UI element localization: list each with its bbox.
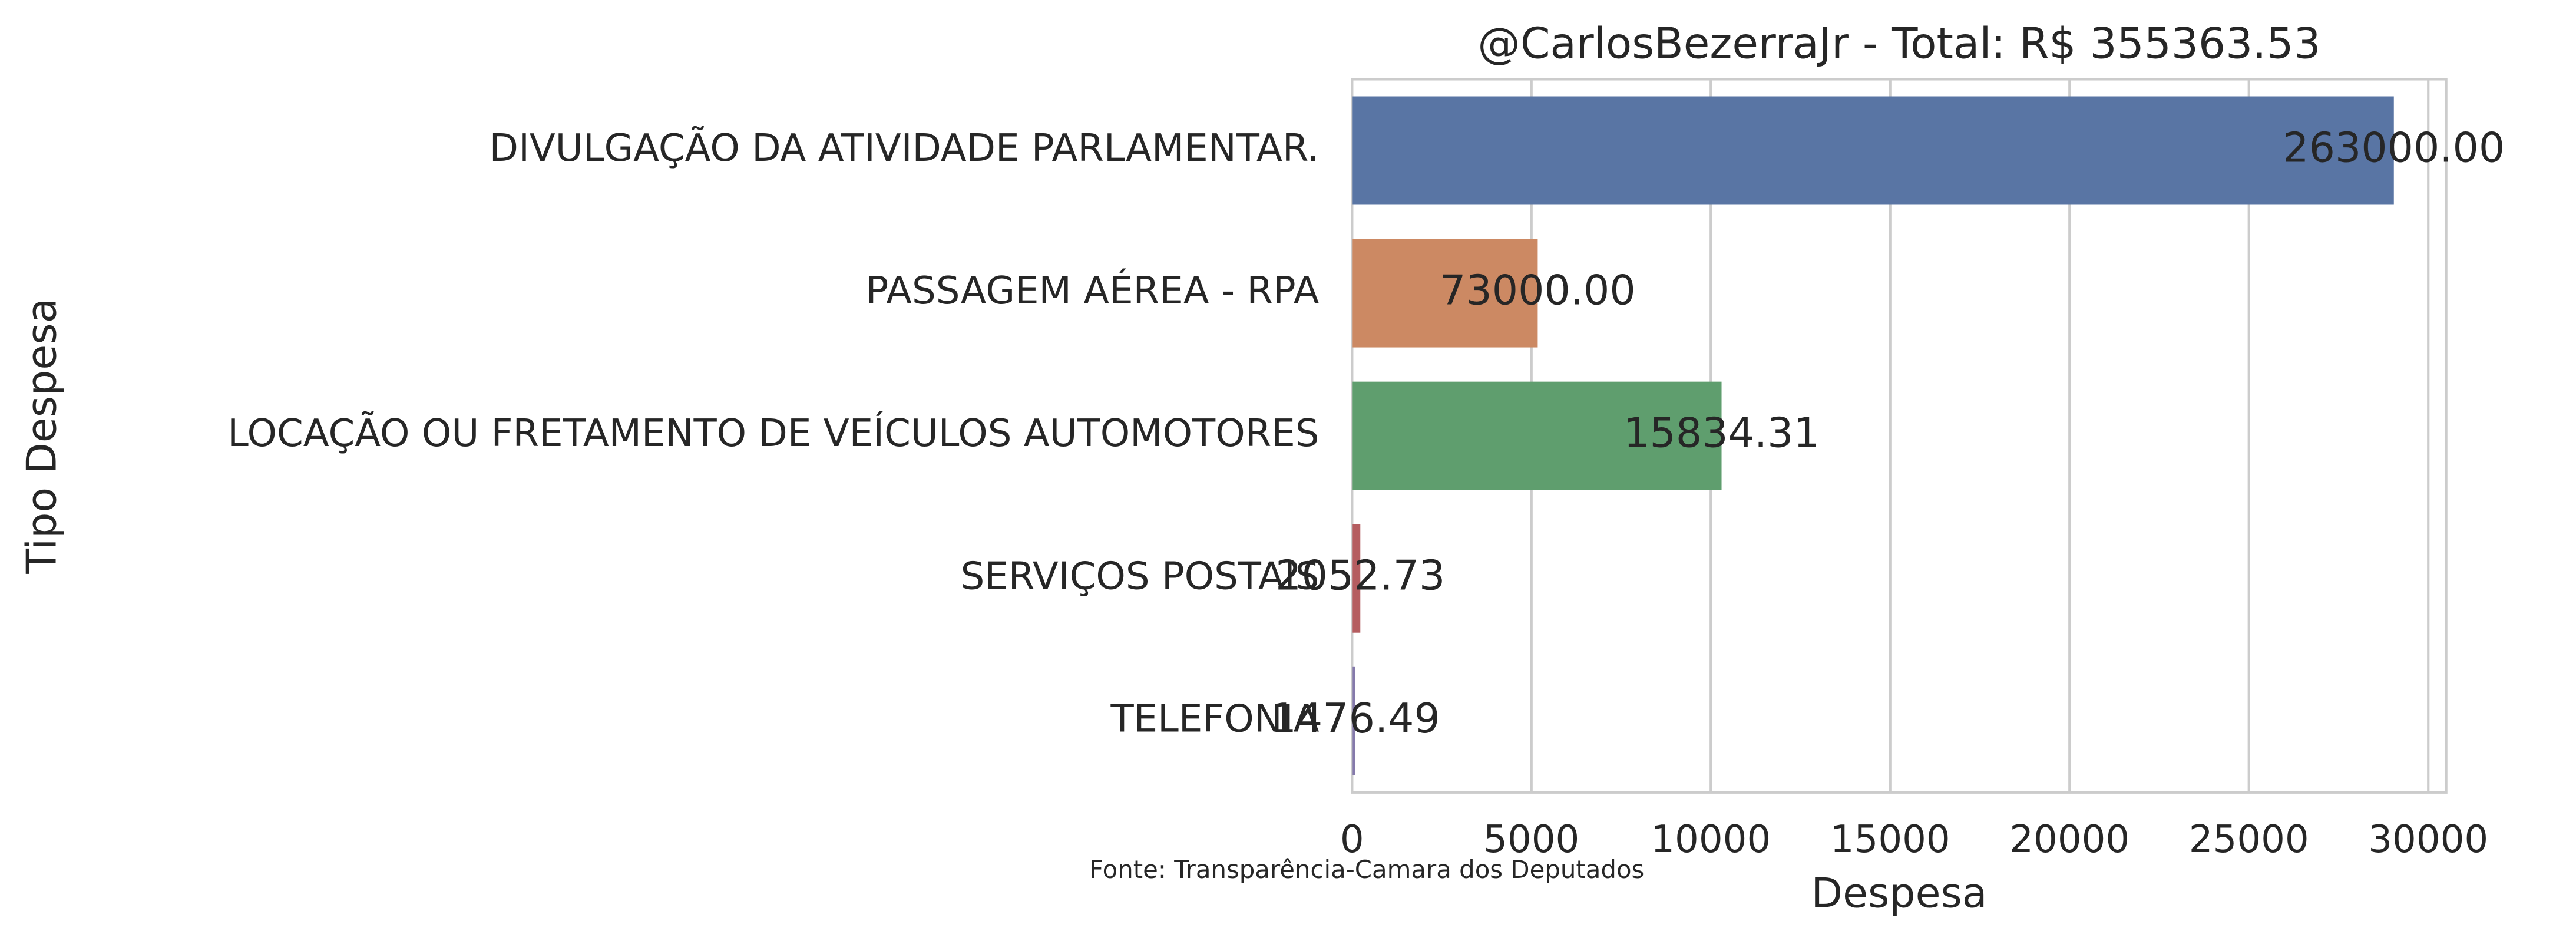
x-tick-label: 20000 — [2009, 817, 2129, 862]
x-tick-label: 30000 — [2368, 817, 2488, 862]
y-tick-label: LOCAÇÃO OU FRETAMENTO DE VEÍCULOS AUTOMO… — [227, 411, 1319, 456]
bar-annotation: 73000.00 — [1440, 267, 1636, 315]
bar — [1352, 381, 1722, 490]
x-tick-label: 10000 — [1651, 817, 1771, 862]
source-note: Fonte: Transparência-Camara dos Deputado… — [1089, 855, 1644, 884]
bar — [1352, 239, 1538, 348]
chart-title: @CarlosBezerraJr - Total: R$ 355363.53 — [1477, 19, 2320, 69]
y-axis-label: Tipo Despesa — [18, 298, 65, 575]
x-tick-label: 15000 — [1830, 817, 1950, 862]
bar — [1352, 666, 1355, 775]
bar — [1352, 96, 2394, 205]
x-tick-label: 25000 — [2189, 817, 2309, 862]
bar-annotation: 1476.49 — [1271, 695, 1440, 742]
y-tick-label: PASSAGEM AÉREA - RPA — [866, 268, 1320, 313]
y-tick-label: SERVIÇOS POSTAIS — [961, 554, 1320, 598]
bar-annotation: 263000.00 — [2283, 124, 2505, 172]
bar-annotation: 2052.73 — [1275, 552, 1445, 600]
x-tick-label: 5000 — [1483, 817, 1579, 862]
x-tick-label: 0 — [1340, 817, 1364, 862]
bar-annotation: 15834.31 — [1623, 410, 1820, 457]
x-axis-label: Despesa — [1811, 870, 1987, 917]
y-tick-label: DIVULGAÇÃO DA ATIVIDADE PARLAMENTAR. — [490, 126, 1320, 170]
bar — [1352, 524, 1361, 633]
y-tick-label: TELEFONIA — [1110, 697, 1319, 741]
